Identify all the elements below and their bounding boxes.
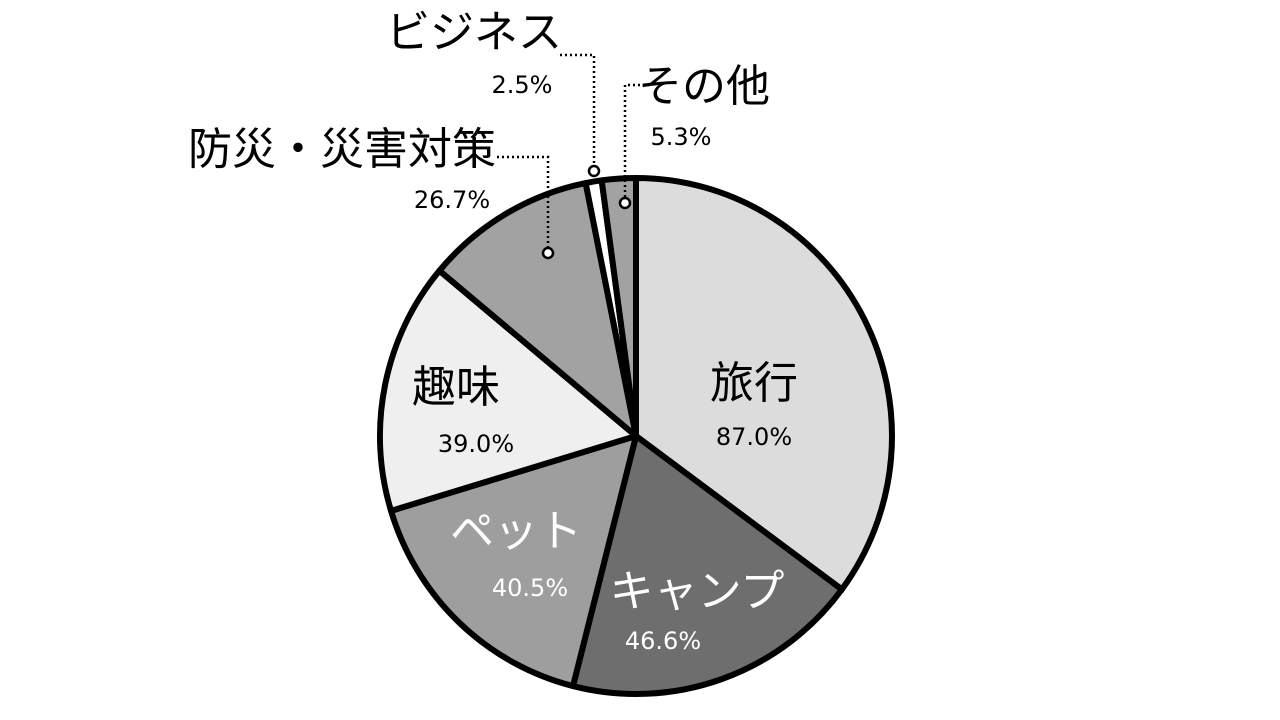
slice-label-1: 旅行 [710,358,798,409]
slice-2 [569,433,845,697]
slice-label-5: 防災・災害対策 [188,124,496,175]
leader-line-6 [560,53,596,171]
leader-dot-6 [587,164,601,178]
slice-7 [598,175,639,439]
slice-value-5: 26.7% [414,186,490,214]
slice-label-7: その他 [638,61,770,112]
leader-line-7 [623,83,650,203]
pie-slices [377,175,895,697]
slice-value-3: 40.5% [492,574,568,602]
slice-label-2: キャンプ [610,566,785,617]
slice-value-4: 39.0% [438,430,514,458]
slice-3 [388,433,639,690]
slice-value-7: 5.3% [651,123,712,151]
leader-line-5 [497,155,550,253]
slice-value-6: 2.5% [492,71,553,99]
leader-dot-5 [541,246,555,260]
slice-value-2: 46.6% [625,627,701,655]
slice-value-1: 87.0% [716,423,792,451]
leader-dot-7 [618,196,632,210]
slice-label-3: ペット [450,506,582,557]
slice-label-6: ビジネス [386,7,562,58]
pie-labels: 旅行 87.0% キャンプ 46.6% ペット 40.5% 趣味 39.0% 防災・災害対策 26… [188,7,798,655]
slice-label-4: 趣味 [412,362,500,413]
slice-4 [377,267,639,514]
slice-5 [436,180,639,439]
slice-1 [633,175,895,593]
